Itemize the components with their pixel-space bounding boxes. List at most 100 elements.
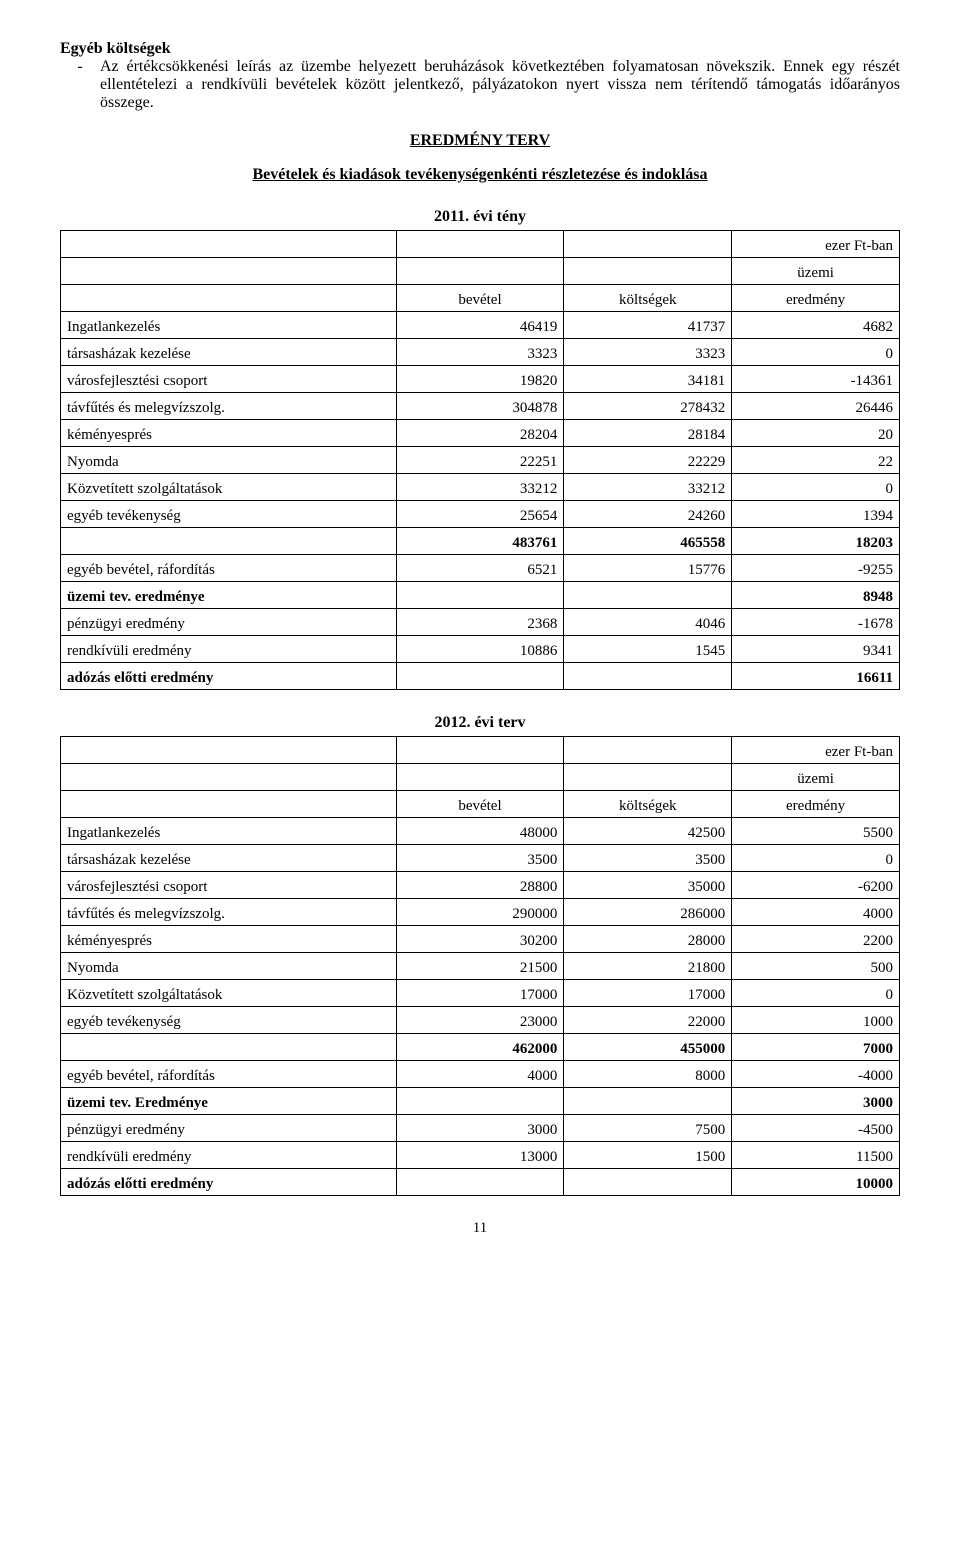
row-bevetel: 3500 bbox=[396, 845, 564, 872]
row-koltsegek: 41737 bbox=[564, 312, 732, 339]
header-col2: bevétel bbox=[396, 791, 564, 818]
row-koltsegek: 3500 bbox=[564, 845, 732, 872]
row-label: társasházak kezelése bbox=[61, 339, 397, 366]
row-bevetel bbox=[396, 663, 564, 690]
row-eredmeny: -6200 bbox=[732, 872, 900, 899]
row-koltsegek: 8000 bbox=[564, 1061, 732, 1088]
row-bevetel: 2368 bbox=[396, 609, 564, 636]
row-eredmeny: 26446 bbox=[732, 393, 900, 420]
row-bevetel: 17000 bbox=[396, 980, 564, 1007]
row-eredmeny: 0 bbox=[732, 980, 900, 1007]
row-bevetel: 19820 bbox=[396, 366, 564, 393]
row-bevetel bbox=[396, 582, 564, 609]
header-empty bbox=[564, 764, 732, 791]
row-label: társasházak kezelése bbox=[61, 845, 397, 872]
header-empty bbox=[61, 764, 397, 791]
row-eredmeny: 9341 bbox=[732, 636, 900, 663]
row-eredmeny: 3000 bbox=[732, 1088, 900, 1115]
row-eredmeny: -9255 bbox=[732, 555, 900, 582]
header-empty bbox=[564, 231, 732, 258]
row-koltsegek: 42500 bbox=[564, 818, 732, 845]
row-label: távfűtés és melegvízszolg. bbox=[61, 393, 397, 420]
row-koltsegek: 35000 bbox=[564, 872, 732, 899]
row-label: kéményesprés bbox=[61, 420, 397, 447]
row-koltsegek: 15776 bbox=[564, 555, 732, 582]
row-koltsegek: 455000 bbox=[564, 1034, 732, 1061]
row-label: Közvetített szolgáltatások bbox=[61, 474, 397, 501]
row-label: Nyomda bbox=[61, 953, 397, 980]
header-col2: bevétel bbox=[396, 285, 564, 312]
header-empty bbox=[564, 737, 732, 764]
header-col1 bbox=[61, 791, 397, 818]
row-label: Ingatlankezelés bbox=[61, 818, 397, 845]
section-title: EREDMÉNY TERV bbox=[60, 132, 900, 150]
row-bevetel: 21500 bbox=[396, 953, 564, 980]
row-koltsegek: 22229 bbox=[564, 447, 732, 474]
row-eredmeny: 1394 bbox=[732, 501, 900, 528]
row-bevetel: 23000 bbox=[396, 1007, 564, 1034]
row-bevetel: 462000 bbox=[396, 1034, 564, 1061]
row-bevetel: 483761 bbox=[396, 528, 564, 555]
header-empty bbox=[61, 258, 397, 285]
row-eredmeny: 0 bbox=[732, 845, 900, 872]
row-eredmeny: 22 bbox=[732, 447, 900, 474]
row-eredmeny: 11500 bbox=[732, 1142, 900, 1169]
row-label: üzemi tev. eredménye bbox=[61, 582, 397, 609]
row-koltsegek bbox=[564, 582, 732, 609]
row-koltsegek: 22000 bbox=[564, 1007, 732, 1034]
row-label: üzemi tev. Eredménye bbox=[61, 1088, 397, 1115]
row-label: városfejlesztési csoport bbox=[61, 872, 397, 899]
header-col3: költségek bbox=[564, 791, 732, 818]
row-eredmeny: 10000 bbox=[732, 1169, 900, 1196]
row-koltsegek: 3323 bbox=[564, 339, 732, 366]
row-eredmeny: -4500 bbox=[732, 1115, 900, 1142]
row-koltsegek: 34181 bbox=[564, 366, 732, 393]
header-col4-line1: üzemi bbox=[732, 258, 900, 285]
row-bevetel: 22251 bbox=[396, 447, 564, 474]
row-eredmeny: 0 bbox=[732, 474, 900, 501]
row-label: kéményesprés bbox=[61, 926, 397, 953]
row-bevetel bbox=[396, 1088, 564, 1115]
header-col1 bbox=[61, 285, 397, 312]
row-label: rendkívüli eredmény bbox=[61, 636, 397, 663]
intro-block: Egyéb költségek - Az értékcsökkenési leí… bbox=[60, 40, 900, 112]
row-koltsegek: 21800 bbox=[564, 953, 732, 980]
row-eredmeny: 16611 bbox=[732, 663, 900, 690]
header-col4-line1: üzemi bbox=[732, 764, 900, 791]
header-col3: költségek bbox=[564, 285, 732, 312]
table1: ezer Ft-banüzemibevételköltségekeredmény… bbox=[60, 230, 900, 690]
row-koltsegek: 465558 bbox=[564, 528, 732, 555]
row-koltsegek: 17000 bbox=[564, 980, 732, 1007]
row-label: pénzügyi eredmény bbox=[61, 1115, 397, 1142]
header-empty bbox=[396, 737, 564, 764]
row-label: Ingatlankezelés bbox=[61, 312, 397, 339]
row-eredmeny: -4000 bbox=[732, 1061, 900, 1088]
row-eredmeny: 20 bbox=[732, 420, 900, 447]
row-bevetel: 46419 bbox=[396, 312, 564, 339]
bullet-dash: - bbox=[60, 58, 100, 112]
row-bevetel: 28204 bbox=[396, 420, 564, 447]
row-koltsegek: 24260 bbox=[564, 501, 732, 528]
row-bevetel: 6521 bbox=[396, 555, 564, 582]
row-koltsegek: 1500 bbox=[564, 1142, 732, 1169]
row-bevetel bbox=[396, 1169, 564, 1196]
row-bevetel: 4000 bbox=[396, 1061, 564, 1088]
row-label: egyéb tevékenység bbox=[61, 501, 397, 528]
header-empty bbox=[61, 231, 397, 258]
intro-heading: Egyéb költségek bbox=[60, 40, 900, 58]
header-col4-line2: eredmény bbox=[732, 791, 900, 818]
row-koltsegek: 33212 bbox=[564, 474, 732, 501]
row-label: rendkívüli eredmény bbox=[61, 1142, 397, 1169]
row-label: városfejlesztési csoport bbox=[61, 366, 397, 393]
unit-cell: ezer Ft-ban bbox=[732, 737, 900, 764]
row-bevetel: 10886 bbox=[396, 636, 564, 663]
row-bevetel: 33212 bbox=[396, 474, 564, 501]
row-bevetel: 48000 bbox=[396, 818, 564, 845]
row-koltsegek: 4046 bbox=[564, 609, 732, 636]
intro-text: Az értékcsökkenési leírás az üzembe hely… bbox=[100, 58, 900, 112]
row-eredmeny: 4000 bbox=[732, 899, 900, 926]
row-eredmeny: -14361 bbox=[732, 366, 900, 393]
header-empty bbox=[396, 231, 564, 258]
row-koltsegek: 278432 bbox=[564, 393, 732, 420]
row-label: Nyomda bbox=[61, 447, 397, 474]
